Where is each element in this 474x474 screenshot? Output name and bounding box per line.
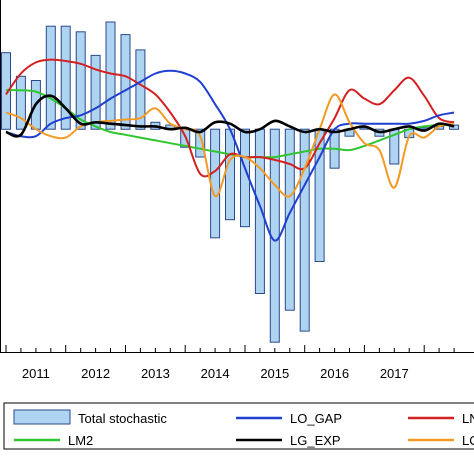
bar-total-stochastic: [299, 128, 310, 332]
x-tick-label: 2014: [201, 366, 230, 381]
series-line-lni: [5, 58, 455, 178]
x-tick-label: 2016: [320, 366, 349, 381]
bar-total-stochastic: [225, 128, 235, 221]
x-axis: 2011 2012 2013 2014 2015 2016 2017: [0, 0, 474, 381]
bar-total-stochastic: [135, 49, 146, 130]
series-line-lcpi: [5, 93, 455, 198]
x-tick-label: 2017: [380, 366, 409, 381]
legend-label-lcpi: LCPI: [462, 433, 474, 448]
bar-total-stochastic: [254, 128, 265, 294]
plot-area: [1, 21, 460, 343]
x-tick-label: 2012: [81, 366, 110, 381]
legend: Total stochastic LO_GAP LNI LM2 LG_EXP LCPI: [3, 402, 474, 450]
legend-swatch-total-stochastic: [13, 409, 71, 425]
legend-label-lg-exp: LG_EXP: [290, 433, 341, 448]
legend-label-lm2: LM2: [68, 433, 93, 448]
bar-total-stochastic: [120, 34, 131, 130]
bar-total-stochastic: [90, 54, 101, 130]
bar-total-stochastic: [15, 75, 26, 130]
x-tick-label: 2013: [141, 366, 170, 381]
bar-total-stochastic: [75, 31, 86, 130]
legend-label-total-stochastic: Total stochastic: [78, 411, 167, 426]
series-line-lo-gap: [5, 69, 455, 242]
x-tick-label: 2011: [22, 366, 50, 381]
x-tick-label: 2015: [260, 366, 289, 381]
legend-label-lni: LNI: [462, 411, 474, 426]
legend-label-lo-gap: LO_GAP: [290, 411, 342, 426]
series-line-lg-exp: [5, 94, 455, 138]
bar-total-stochastic: [284, 128, 295, 311]
bar-total-stochastic: [60, 25, 71, 130]
legend-box: [3, 402, 474, 450]
bar-total-stochastic: [105, 21, 116, 130]
bar-total-stochastic: [210, 128, 221, 239]
bar-total-stochastic: [195, 128, 206, 158]
bar-total-stochastic: [45, 25, 56, 130]
